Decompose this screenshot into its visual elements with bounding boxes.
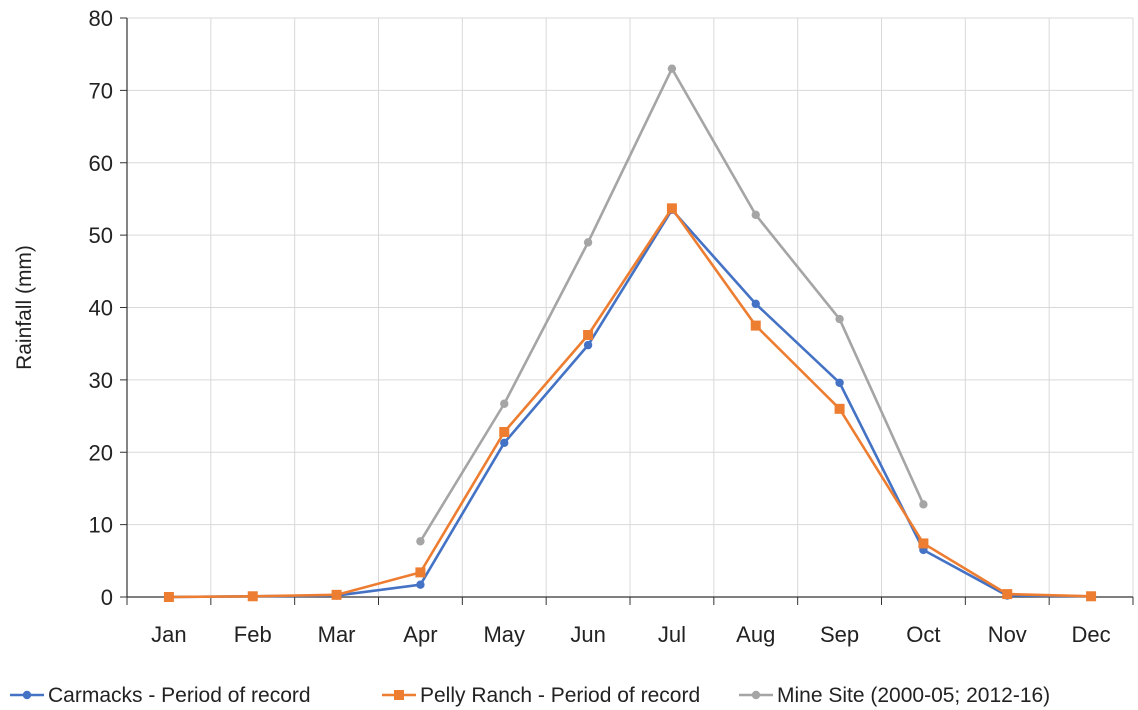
x-tick-label: Jun (570, 622, 605, 647)
data-point (834, 403, 845, 414)
series-line (168, 207, 1092, 599)
y-tick-label: 70 (89, 78, 113, 103)
legend-marker (22, 690, 32, 700)
y-tick-label: 50 (89, 223, 113, 248)
series-line (419, 67, 925, 542)
legend: Carmacks - Period of record Pelly Ranch -… (10, 684, 1050, 707)
y-tick-label: 80 (89, 6, 113, 31)
data-point (583, 340, 593, 350)
data-point (583, 238, 593, 247)
series-lines (163, 64, 1097, 602)
y-tick-label: 20 (89, 440, 113, 465)
x-tick-label: Sep (820, 622, 859, 647)
tick-labels: 0 10 20 30 40 50 60 70 80 Jan Feb Mar Apr May Jun Jul Au… (89, 6, 1111, 647)
data-point (750, 320, 761, 331)
data-point (918, 538, 929, 549)
gridlines (126, 17, 1134, 597)
x-tick-label: Jan (151, 622, 186, 647)
legend-item: Mine Site (2000-05; 2012-16) (739, 684, 1050, 707)
y-tick-label: 40 (89, 296, 113, 321)
legend-label: Carmacks - Period of record (48, 684, 311, 707)
legend-item: Carmacks - Period of record (10, 684, 311, 707)
data-point (500, 399, 509, 408)
y-tick-label: 10 (89, 513, 113, 538)
x-tick-label: Oct (906, 622, 940, 647)
legend-marker (751, 690, 761, 700)
y-tick-label: 30 (89, 368, 113, 393)
data-point (583, 330, 594, 341)
data-point (499, 426, 510, 437)
x-tick-label: Nov (988, 622, 1027, 647)
data-point (500, 438, 509, 448)
x-tick-label: Aug (736, 622, 775, 647)
data-point (835, 378, 844, 387)
data-point (667, 64, 677, 73)
legend-marker (394, 690, 404, 700)
data-point (751, 299, 760, 309)
x-tick-label: Mar (318, 622, 356, 647)
data-point (666, 203, 677, 214)
data-point (835, 314, 844, 324)
x-tick-label: May (483, 622, 525, 647)
axes (120, 17, 1134, 605)
x-tick-label: Apr (403, 622, 437, 647)
x-tick-label: Feb (234, 622, 272, 647)
data-point (415, 567, 426, 578)
legend-label: Pelly Ranch - Period of record (420, 684, 700, 707)
legend-item: Pelly Ranch - Period of record (382, 684, 700, 707)
y-tick-label: 60 (89, 151, 113, 176)
data-point (919, 500, 928, 509)
y-axis-title: Rainfall (mm) (13, 245, 36, 370)
data-point (416, 537, 425, 546)
series-2 (416, 64, 928, 546)
y-tick-label: 0 (101, 585, 113, 610)
data-point (1002, 589, 1013, 600)
data-point (751, 210, 760, 220)
x-tick-label: Dec (1072, 622, 1111, 647)
data-point (331, 589, 342, 600)
data-point (163, 592, 174, 602)
data-point (416, 580, 425, 589)
data-point (247, 591, 258, 602)
legend-label: Mine Site (2000-05; 2012-16) (777, 684, 1050, 707)
series-1 (163, 203, 1097, 602)
x-tick-label: Jul (658, 622, 686, 647)
data-point (1086, 591, 1097, 602)
